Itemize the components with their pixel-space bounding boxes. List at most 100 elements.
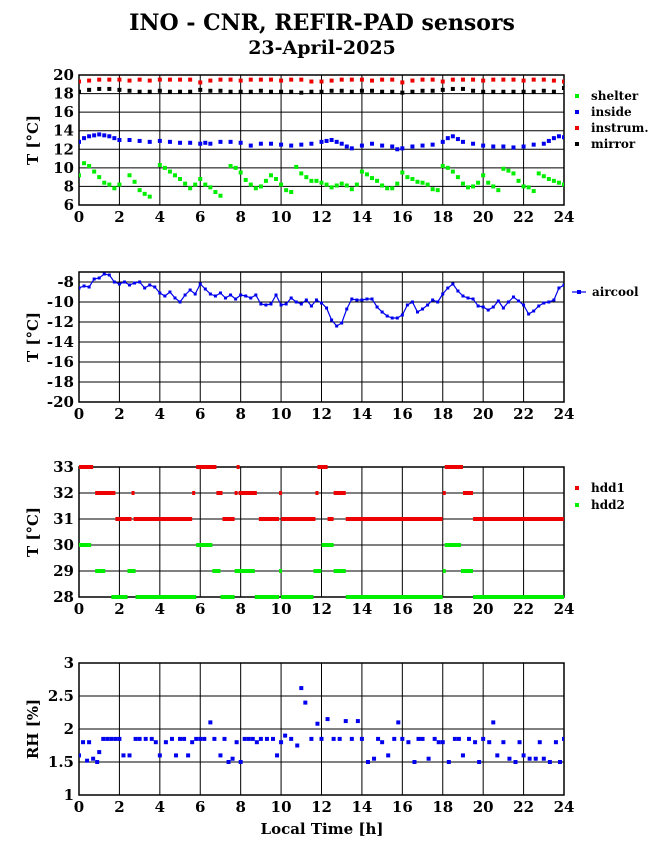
- data-segment-hdd1: [258, 517, 280, 521]
- series-layer: [79, 686, 564, 764]
- data-segment-hdd1: [95, 491, 116, 495]
- data-point-rh: [264, 736, 269, 741]
- data-point-inside: [324, 138, 329, 143]
- data-point-rh: [416, 736, 421, 741]
- data-point-instrum: [460, 77, 465, 82]
- data-point-shelter: [289, 190, 294, 194]
- data-point-aircool: [229, 293, 233, 297]
- data-point-aircool: [481, 305, 485, 309]
- data-point-aircool: [451, 282, 455, 286]
- x-tick-label: 14: [351, 405, 372, 423]
- data-point-shelter: [243, 177, 248, 182]
- data-point-aircool: [79, 286, 81, 290]
- data-point-instrum: [511, 77, 516, 82]
- x-tick-label: 2: [114, 798, 124, 816]
- data-point-rh: [487, 740, 492, 745]
- data-point-mirror: [491, 89, 496, 94]
- data-point-rh: [153, 740, 158, 745]
- data-point-instrum: [319, 79, 324, 84]
- data-point-mirror: [541, 88, 546, 93]
- data-point-rh: [226, 760, 231, 764]
- data-point-aircool: [456, 289, 460, 293]
- x-tick-label: 4: [155, 405, 165, 423]
- x-tick-label: 4: [155, 208, 165, 226]
- x-tick-label: 16: [392, 600, 413, 618]
- data-point-shelter: [188, 186, 193, 191]
- data-point-aircool: [304, 298, 308, 302]
- data-point-aircool: [168, 290, 172, 294]
- data-point-rh: [481, 736, 486, 741]
- data-point-aircool: [390, 316, 394, 320]
- data-point-rh: [163, 740, 168, 745]
- data-point-shelter: [309, 178, 314, 183]
- y-tick-label: 10: [53, 159, 74, 177]
- data-point-aircool: [547, 300, 551, 304]
- x-tick-label: 22: [513, 798, 534, 816]
- data-point-shelter: [556, 180, 561, 185]
- data-point-rh: [133, 736, 138, 741]
- data-point-aircool: [254, 293, 258, 297]
- data-segment-hdd1: [131, 491, 135, 495]
- data-point-shelter: [263, 178, 268, 183]
- x-tick-label: 24: [554, 208, 575, 226]
- data-point-aircool: [466, 296, 470, 300]
- data-point-aircool: [506, 300, 510, 304]
- data-point-mirror: [309, 89, 314, 94]
- y-tick-label: 30: [53, 536, 74, 554]
- data-point-shelter: [460, 181, 465, 186]
- data-point-mirror: [319, 89, 324, 94]
- data-point-aircool: [218, 291, 222, 295]
- data-point-rh: [467, 736, 472, 741]
- data-point-rh: [218, 753, 223, 758]
- data-point-rh: [372, 756, 377, 761]
- data-point-mirror: [400, 90, 405, 95]
- data-point-instrum: [279, 78, 284, 83]
- data-point-shelter: [324, 182, 329, 187]
- data-point-instrum: [137, 77, 142, 82]
- data-segment-hdd1: [345, 517, 443, 521]
- data-point-rh: [456, 736, 461, 741]
- data-point-instrum: [541, 77, 546, 82]
- data-point-rh: [238, 760, 243, 764]
- data-point-shelter: [364, 172, 369, 177]
- y-tick-label: 28: [53, 588, 74, 606]
- data-point-rh: [137, 736, 142, 741]
- data-segment-hdd2: [473, 595, 564, 599]
- data-point-inside: [541, 141, 546, 146]
- data-point-rh: [208, 720, 213, 725]
- data-point-aircool: [360, 298, 364, 302]
- data-point-shelter: [425, 182, 430, 187]
- data-segment-hdd1: [333, 491, 346, 495]
- data-point-rh: [557, 760, 562, 764]
- data-point-rh: [359, 736, 364, 741]
- data-point-aircool: [486, 308, 490, 312]
- data-segment-hdd2: [321, 543, 334, 547]
- data-segment-hdd1: [79, 465, 94, 469]
- data-point-rh: [299, 686, 304, 691]
- data-point-mirror: [289, 89, 294, 94]
- data-segment-hdd2: [220, 595, 235, 599]
- data-point-mirror: [551, 89, 556, 94]
- x-axis-label: Local Time [h]: [261, 820, 384, 838]
- data-point-rh: [109, 736, 114, 741]
- y-axis-label: T [°C]: [24, 115, 42, 165]
- data-point-rh: [562, 736, 564, 741]
- data-point-shelter: [450, 169, 455, 174]
- data-point-inside: [79, 139, 81, 144]
- data-point-aircool: [385, 314, 389, 318]
- legend-label-aircool: aircool: [592, 285, 639, 299]
- data-segment-hdd1: [315, 491, 319, 495]
- data-point-inside: [400, 146, 405, 151]
- data-point-shelter: [97, 175, 102, 180]
- data-point-shelter: [117, 182, 122, 187]
- data-point-aircool: [97, 276, 101, 280]
- data-point-inside: [455, 137, 460, 142]
- data-point-rh: [303, 700, 308, 705]
- data-point-instrum: [491, 77, 496, 82]
- data-point-shelter: [375, 178, 380, 183]
- x-tick-label: 18: [432, 798, 453, 816]
- data-point-inside: [501, 144, 506, 149]
- data-point-inside: [107, 134, 112, 139]
- x-tick-label: 8: [235, 208, 245, 226]
